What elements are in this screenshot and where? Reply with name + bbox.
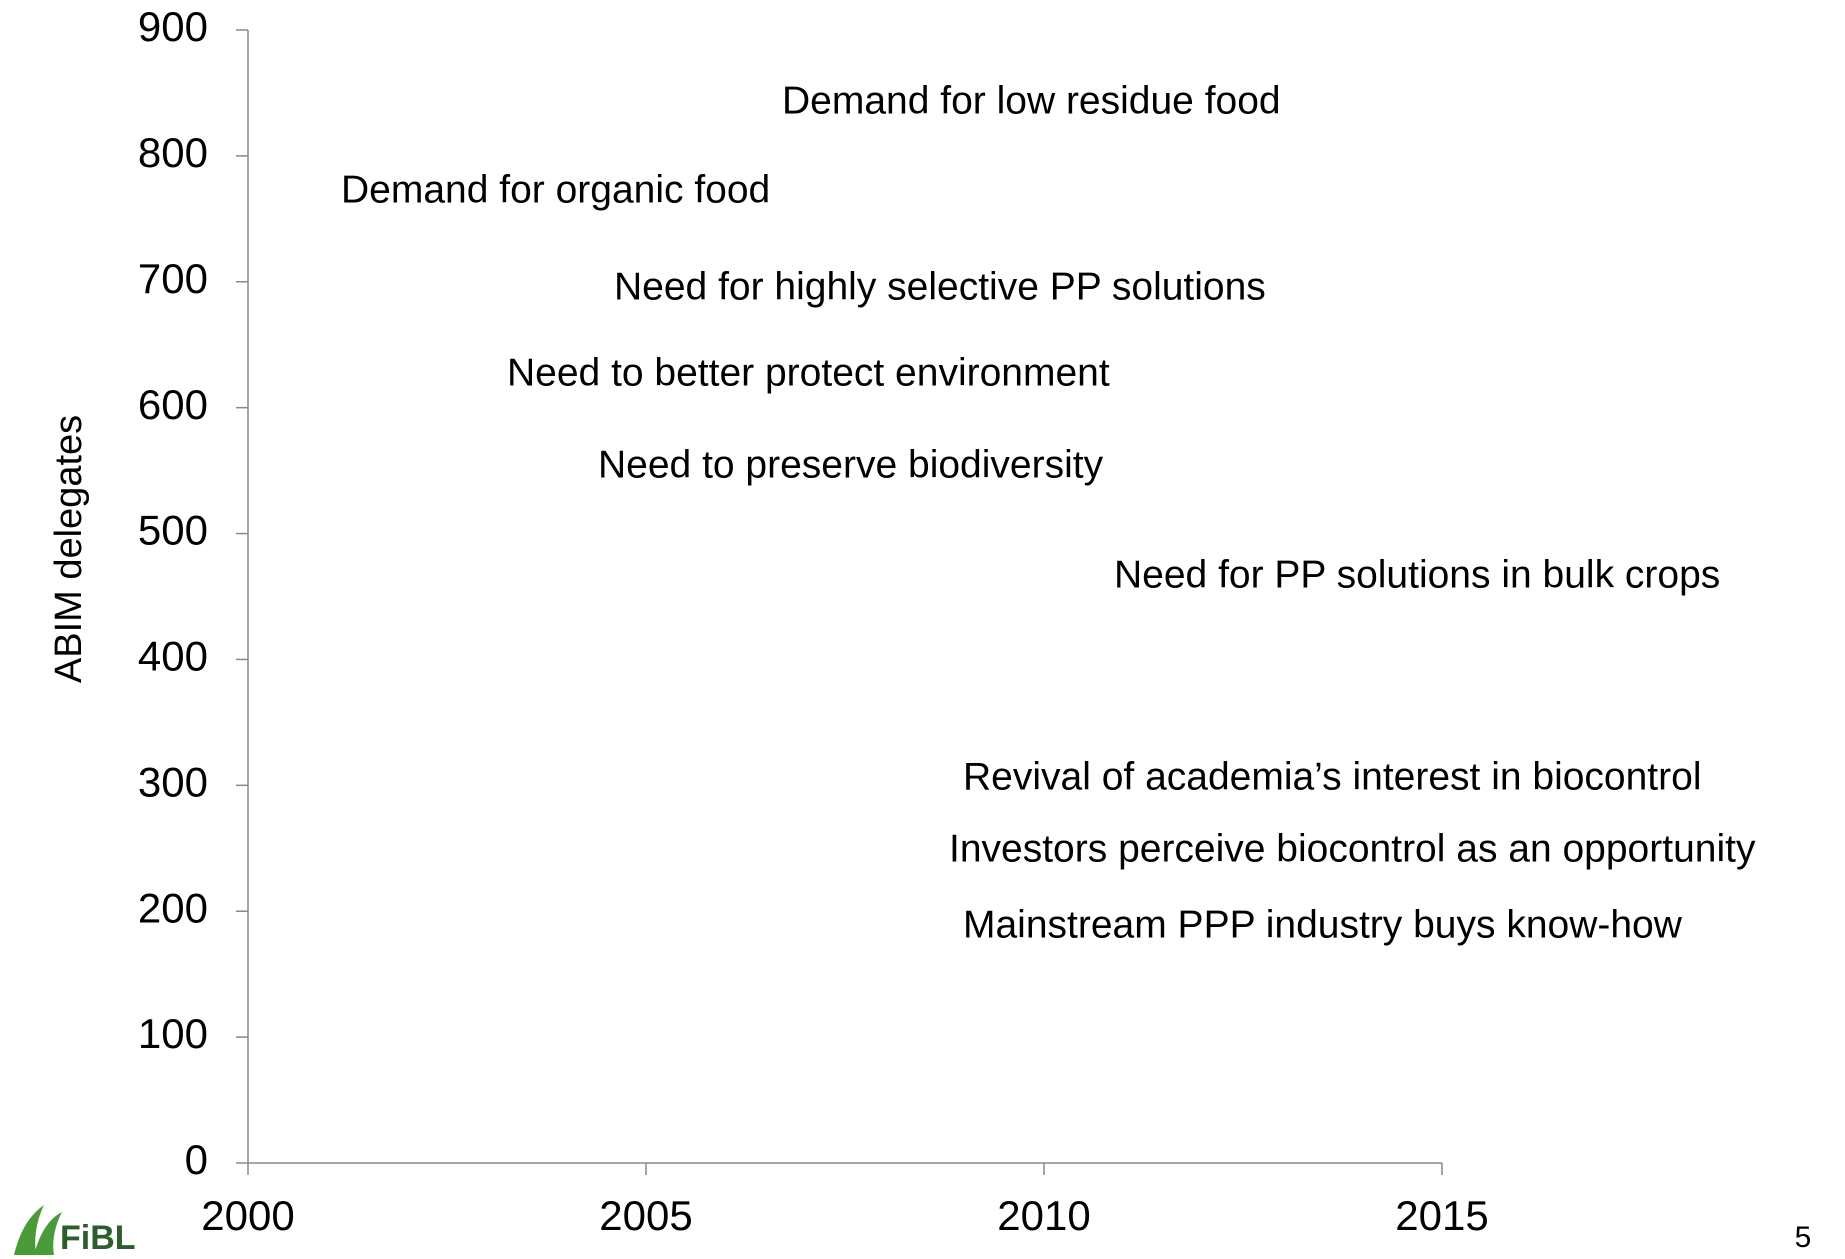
annotation: Demand for low residue food: [782, 79, 1281, 122]
annotation: Revival of academia’s interest in biocon…: [963, 755, 1702, 798]
y-tick-label: 500: [138, 507, 208, 554]
y-tick-label: 100: [138, 1010, 208, 1057]
x-tick-label: 2015: [1395, 1192, 1488, 1239]
annotation: Need to better protect environment: [507, 351, 1110, 394]
annotation: Mainstream PPP industry buys know-how: [963, 903, 1683, 946]
y-tick-label: 900: [138, 3, 208, 50]
logo-text: FiBL: [60, 1219, 136, 1257]
annotation: Investors perceive biocontrol as an oppo…: [949, 827, 1756, 870]
y-tick-label: 700: [138, 255, 208, 302]
annotation: Need for highly selective PP solutions: [614, 265, 1266, 308]
y-tick-label: 800: [138, 129, 208, 176]
y-tick-label: 300: [138, 758, 208, 805]
annotation: Need to preserve biodiversity: [598, 443, 1104, 486]
x-tick-label: 2000: [201, 1192, 294, 1239]
y-tick-label: 200: [138, 884, 208, 931]
y-tick-label: 0: [185, 1136, 208, 1183]
annotation: Demand for organic food: [341, 168, 770, 211]
logo-mark: [14, 1205, 62, 1255]
y-tick-label: 600: [138, 381, 208, 428]
logo: FiBL: [14, 1205, 136, 1257]
x-tick-label: 2010: [997, 1192, 1090, 1239]
annotation: Need for PP solutions in bulk crops: [1114, 553, 1720, 596]
y-axis-label: ABIM delegates: [48, 415, 90, 683]
page-number: 5: [1795, 1221, 1812, 1254]
x-tick-label: 2005: [599, 1192, 692, 1239]
y-tick-label: 400: [138, 633, 208, 680]
